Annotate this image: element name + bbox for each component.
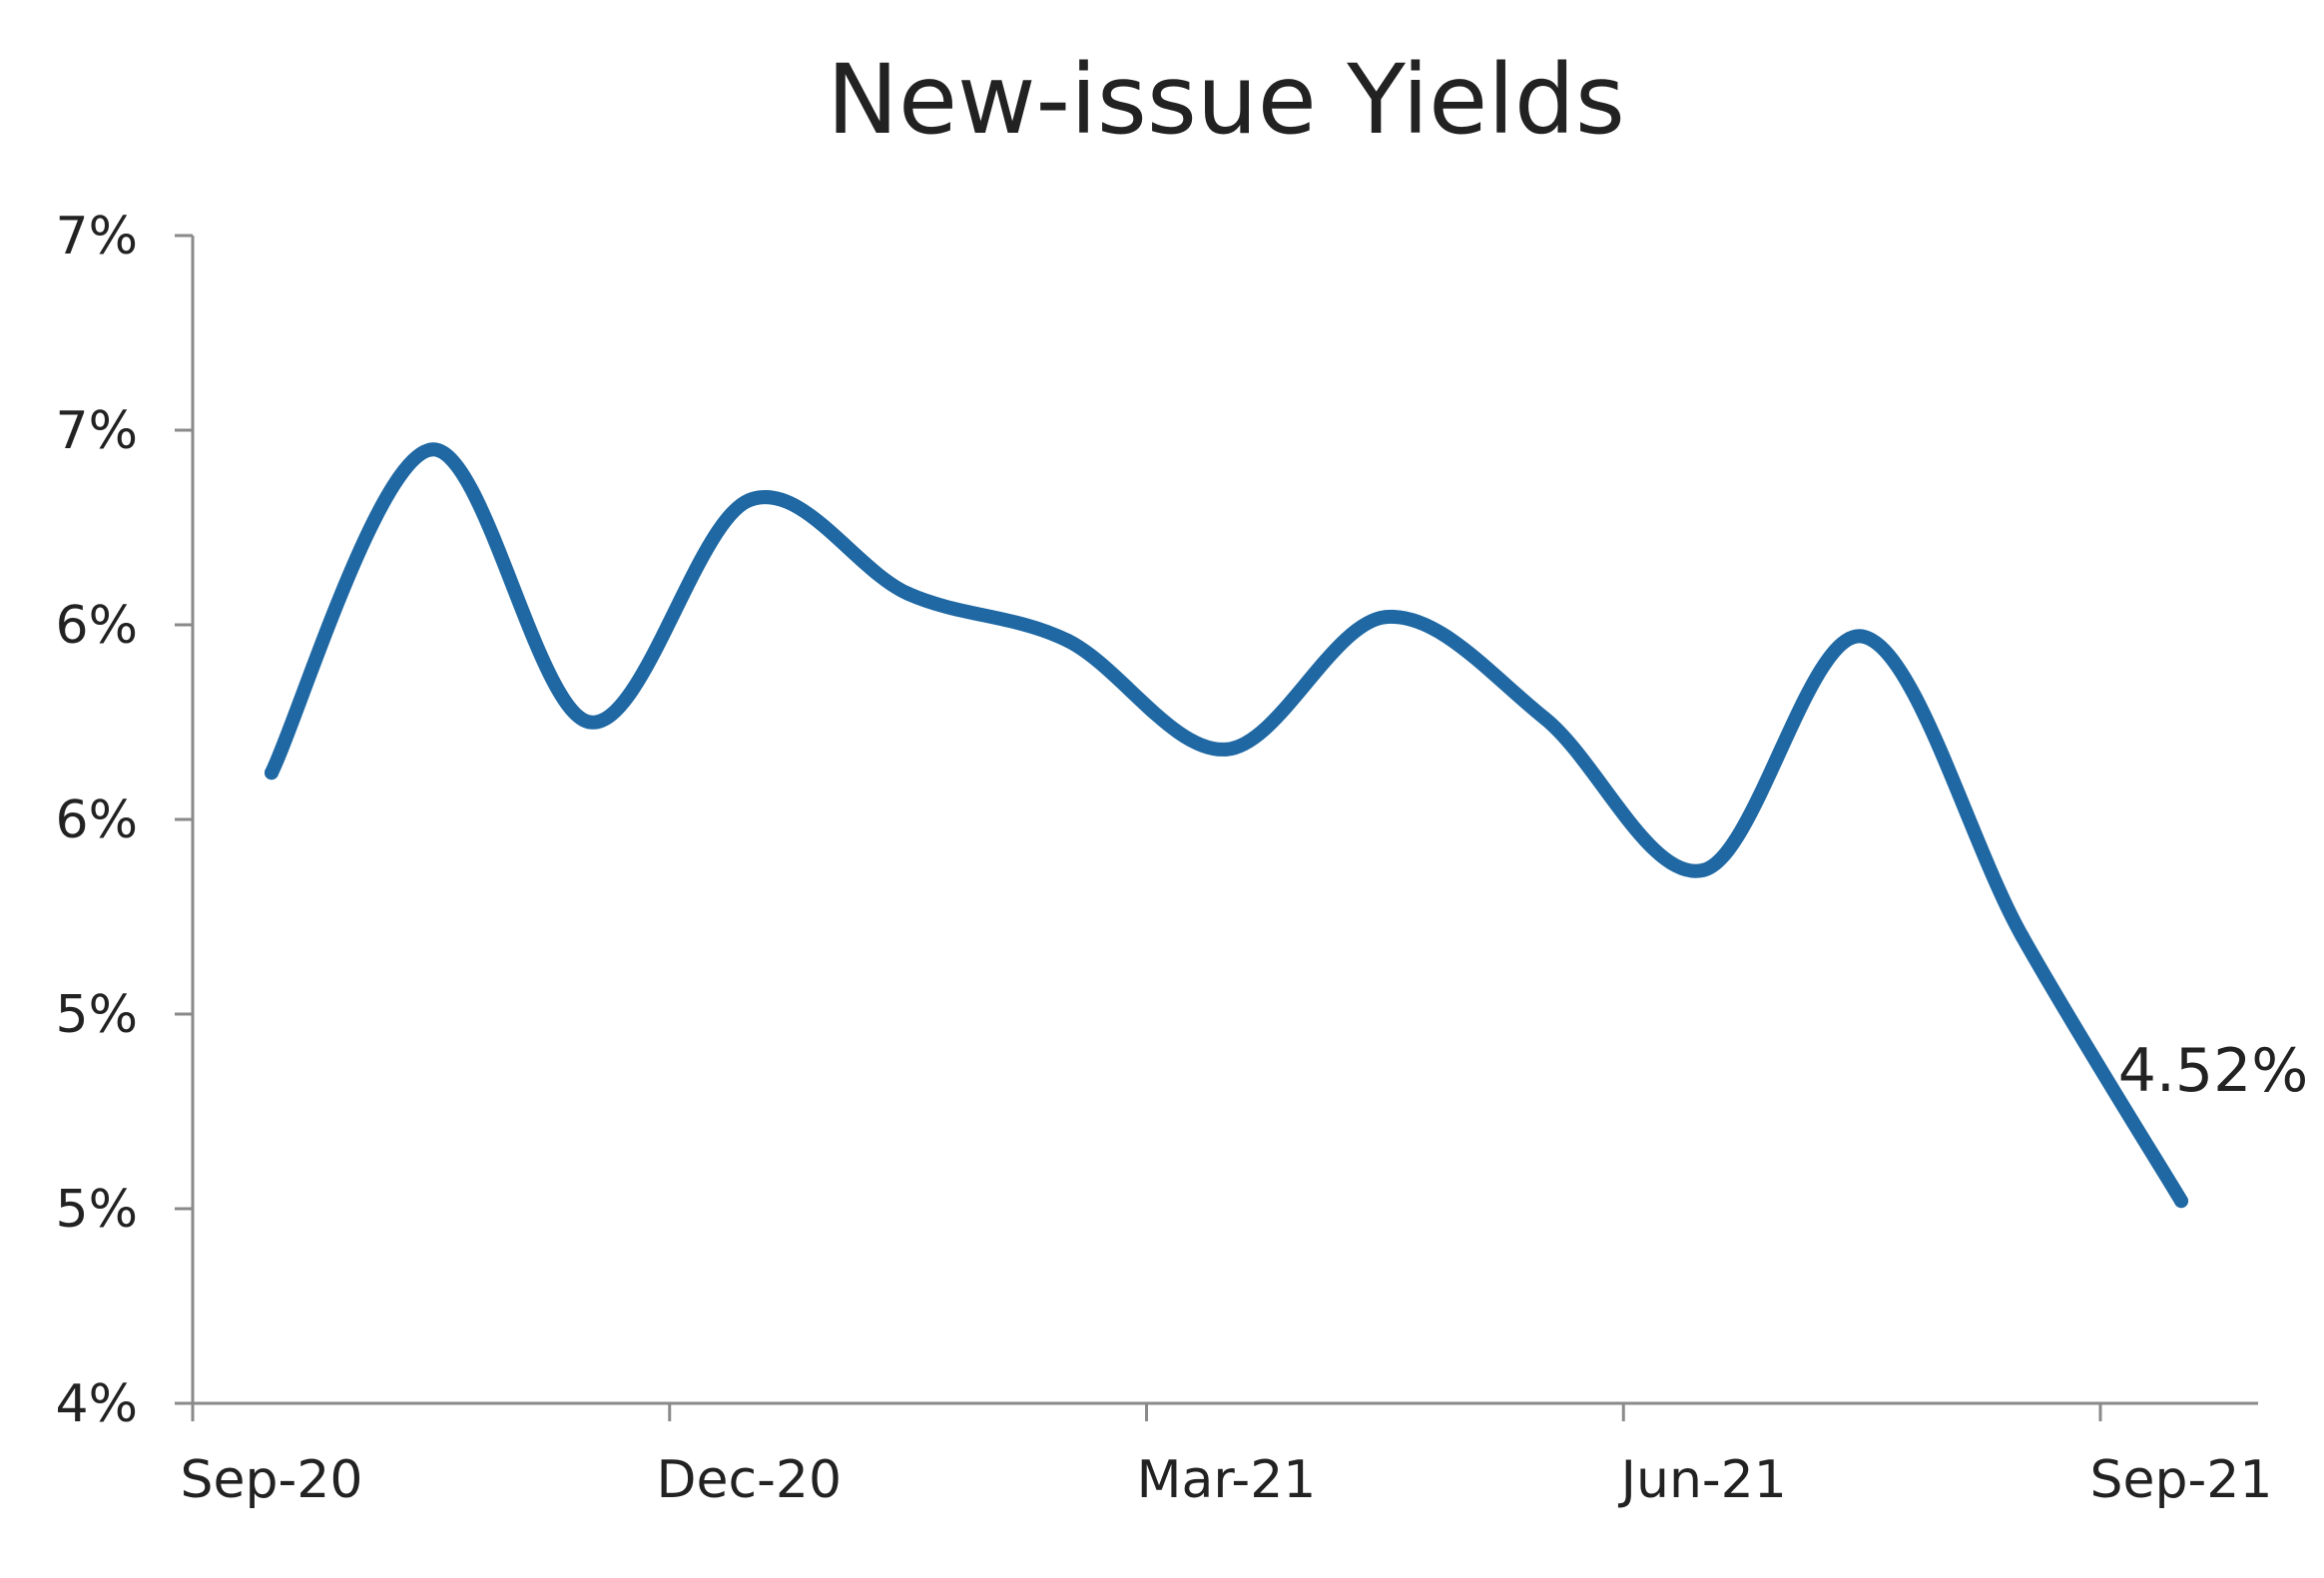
data-point bbox=[423, 442, 438, 457]
data-point bbox=[1856, 629, 1871, 644]
y-tick-label: 5% bbox=[56, 985, 139, 1045]
axes bbox=[191, 236, 2258, 1405]
x-tick-label: Sep-21 bbox=[2090, 1450, 2273, 1510]
y-tick-label: 7% bbox=[56, 207, 139, 266]
series-group bbox=[265, 442, 2188, 1209]
x-axis-ticks: Sep-20 Dec-20 Mar-21 Jun-21 Sep-21 bbox=[181, 1403, 2273, 1510]
data-point bbox=[1378, 610, 1393, 625]
data-point bbox=[582, 715, 597, 730]
data-point bbox=[1219, 742, 1234, 757]
x-tick-label: Jun-21 bbox=[1618, 1450, 1787, 1510]
chart-title: New-issue Yields bbox=[827, 44, 1625, 156]
y-tick-label: 7% bbox=[56, 401, 139, 461]
y-tick-label: 5% bbox=[56, 1180, 139, 1240]
data-point bbox=[1060, 633, 1075, 648]
data-point bbox=[1537, 711, 1552, 726]
y-axis-ticks: 4% 5% 5% 6% 6% 7% 7% bbox=[56, 207, 193, 1434]
y-tick-label: 4% bbox=[56, 1374, 139, 1434]
data-label-last-value: 4.52% bbox=[2118, 1036, 2309, 1106]
x-tick-label: Mar-21 bbox=[1137, 1450, 1317, 1510]
x-tick-label: Sep-20 bbox=[181, 1450, 363, 1510]
data-point bbox=[742, 493, 757, 508]
y-tick-label: 6% bbox=[56, 596, 139, 656]
data-point bbox=[265, 766, 279, 781]
data-point bbox=[2015, 929, 2030, 943]
data-point bbox=[900, 586, 915, 601]
data-point bbox=[1696, 862, 1711, 877]
x-tick-label: Dec-20 bbox=[656, 1450, 842, 1510]
series-line bbox=[265, 442, 2188, 1209]
y-tick-label: 6% bbox=[56, 790, 139, 850]
data-point bbox=[2174, 1194, 2188, 1209]
